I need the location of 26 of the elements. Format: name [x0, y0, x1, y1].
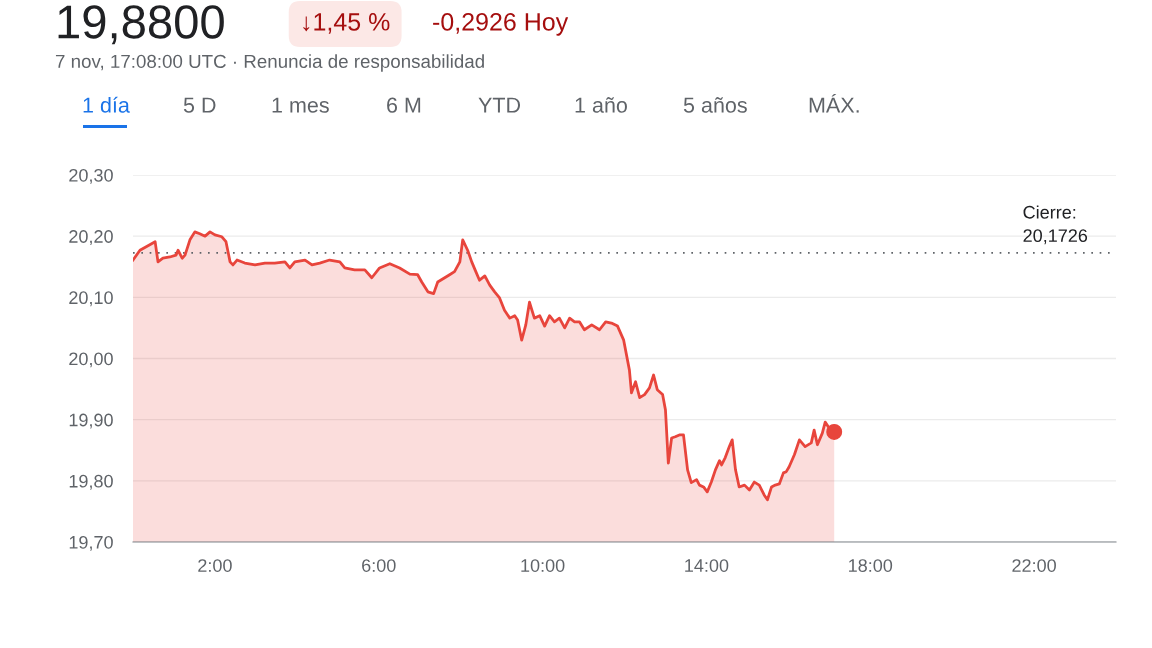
- text: ↓1,45 %: [303, 13, 390, 34]
- x-tick-label: 14:00: [685, 559, 729, 572]
- y-tick-label: 20,20: [69, 230, 113, 246]
- y-tick-label: 20,00: [69, 352, 113, 368]
- text: 7 nov, 17:08:00 UTC · Renuncia de responsabilidad: [55, 54, 484, 72]
- y-tick-label: 20,10: [69, 291, 113, 307]
- text: 1 día: [83, 96, 130, 113]
- text: -0,2926 Hoy: [433, 13, 569, 36]
- x-tick-label: 2:00: [198, 559, 232, 572]
- text: 5 años: [683, 97, 747, 113]
- y-tick-label: 19,90: [69, 413, 113, 429]
- text: 5 D: [183, 97, 216, 113]
- text: MÁX.: [809, 93, 859, 113]
- chart-title: 19,8800: [58, 5, 224, 45]
- ref-line-label: Cierre: 20,1726: [1023, 205, 1088, 245]
- x-tick-label: 10:00: [521, 559, 565, 572]
- y-tick-label: 20,30: [69, 168, 113, 184]
- y-tick-label: 19,80: [69, 474, 113, 490]
- text: 1 mes: [272, 97, 329, 113]
- x-tick-label: 6:00: [362, 559, 396, 572]
- text: YTD: [478, 97, 521, 113]
- x-tick-label: 22:00: [1012, 559, 1056, 572]
- text: 6 M: [387, 97, 421, 113]
- y-tick-label: 19,70: [69, 535, 113, 551]
- text: 1 año: [575, 97, 627, 113]
- x-tick-label: 18:00: [849, 559, 893, 572]
